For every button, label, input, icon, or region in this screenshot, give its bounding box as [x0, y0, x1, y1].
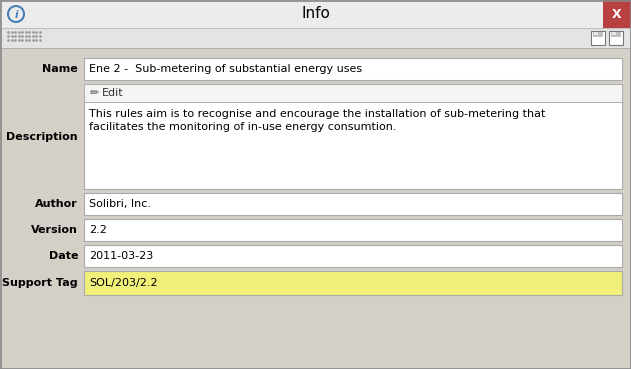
Text: i: i — [15, 10, 18, 20]
FancyBboxPatch shape — [0, 0, 631, 28]
FancyBboxPatch shape — [593, 32, 603, 37]
Text: ✏: ✏ — [90, 88, 99, 98]
FancyBboxPatch shape — [84, 219, 622, 241]
Text: Info: Info — [301, 7, 330, 21]
FancyBboxPatch shape — [84, 84, 622, 102]
Text: Date: Date — [49, 251, 78, 261]
FancyBboxPatch shape — [603, 0, 631, 28]
FancyBboxPatch shape — [84, 193, 622, 215]
Text: Ene 2 -  Sub-metering of substantial energy uses: Ene 2 - Sub-metering of substantial ener… — [89, 64, 362, 74]
Text: Name: Name — [42, 64, 78, 74]
FancyBboxPatch shape — [594, 32, 598, 35]
Text: facilitates the monitoring of in-use energy consumtion.: facilitates the monitoring of in-use ene… — [89, 122, 396, 132]
Text: SOL/203/2.2: SOL/203/2.2 — [89, 278, 158, 288]
FancyBboxPatch shape — [591, 31, 605, 45]
Text: This rules aim is to recognise and encourage the installation of sub-metering th: This rules aim is to recognise and encou… — [89, 109, 545, 119]
FancyBboxPatch shape — [84, 271, 622, 295]
Text: 2.2: 2.2 — [89, 225, 107, 235]
Text: Description: Description — [6, 131, 78, 141]
FancyBboxPatch shape — [84, 58, 622, 80]
FancyBboxPatch shape — [84, 245, 622, 267]
FancyBboxPatch shape — [0, 28, 631, 48]
FancyBboxPatch shape — [84, 84, 622, 189]
Text: Solibri, Inc.: Solibri, Inc. — [89, 199, 151, 209]
FancyBboxPatch shape — [611, 32, 621, 37]
Text: Author: Author — [35, 199, 78, 209]
Text: X: X — [612, 8, 622, 21]
FancyBboxPatch shape — [609, 31, 623, 45]
Text: Version: Version — [31, 225, 78, 235]
FancyBboxPatch shape — [612, 32, 616, 35]
Text: Support Tag: Support Tag — [3, 278, 78, 288]
Text: 2011-03-23: 2011-03-23 — [89, 251, 153, 261]
Text: Edit: Edit — [102, 88, 124, 98]
